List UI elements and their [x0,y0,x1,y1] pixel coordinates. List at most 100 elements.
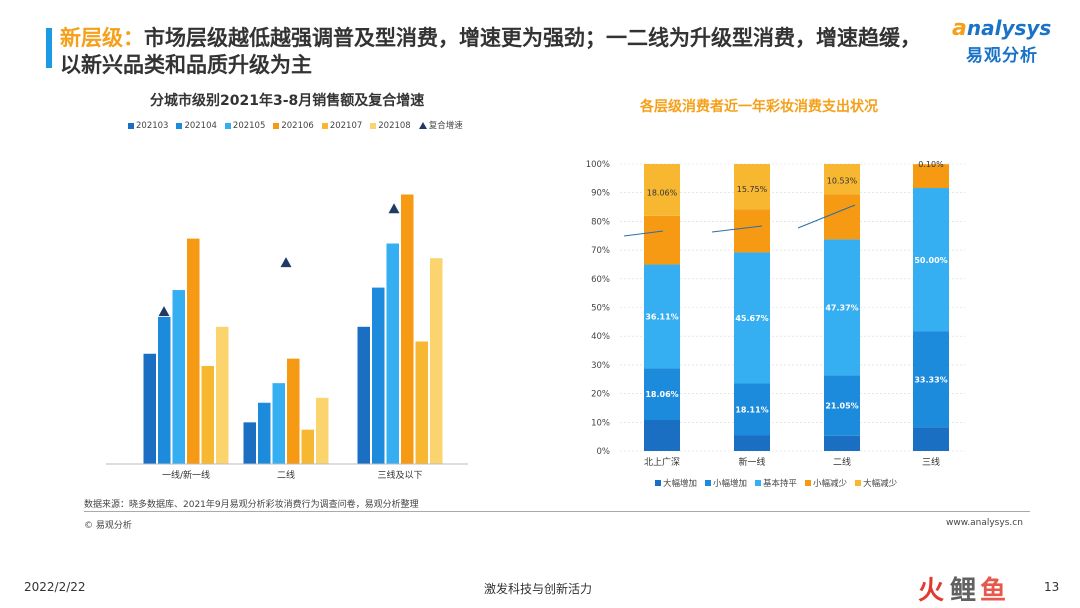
analysys-logo: analysys 易观分析 [952,16,1062,72]
legend-swatch [224,122,231,129]
bar-202107-0 [201,366,214,464]
logo-text-cn: 易观分析 [966,46,1038,66]
trend-line [623,230,664,237]
right-chart-title: 各层级消费者近一年彩妆消费支出状况 [640,99,878,115]
legend-swatch [855,480,862,486]
y-tick-label: 50% [591,304,610,314]
legend-swatch [273,122,280,129]
website-url: www.analysys.cn [946,518,1023,528]
stack-大幅增加-1 [734,435,770,451]
report-date: 2022/2/22 [24,580,86,594]
data-label: 18.11% [735,406,768,415]
svg-text:鲤: 鲤 [950,576,976,606]
legend-item-202108: 202108 [370,120,411,131]
stack-大幅减少-1 [734,164,770,210]
title-text: 市场层级越低越强调普及型消费，增速更为强劲；一二线为升级型消费，增速趋缓，以新兴… [60,26,921,77]
bar-202105-1 [272,383,285,464]
y-tick-label: 0% [597,447,611,457]
stack-基本持平-3 [913,188,949,332]
legend-label: 202107 [329,120,363,131]
legend-item-基本持平: 基本持平 [755,477,797,489]
legend-label: 202105 [232,120,266,131]
bar-202103-2 [357,326,370,464]
bar-202108-0 [216,326,229,464]
legend-item-大幅减少: 大幅减少 [855,477,897,489]
stack-小幅减少-3 [913,164,949,189]
right-stacked-bar-chart: 0% 10% 20% 30% 40% 50% 60% 70% 80% 90% 100% 北上广深 新一线… [586,160,965,468]
bar-202106-0 [187,238,200,464]
stack-小幅增加-1 [734,383,770,436]
bar-202108-1 [316,397,329,464]
y-tick-label: 20% [591,390,610,400]
bar-202104-0 [158,317,171,464]
bar-202106-2 [401,194,414,464]
x-tick-label: 二线 [833,456,851,468]
stack-大幅减少-0 [644,164,680,216]
stack-小幅减少-1 [734,209,770,253]
x-tick-label: 三线 [922,456,940,468]
bar-202106-1 [287,358,300,464]
legend-swatch [128,122,134,129]
data-label: 50.00% [914,256,947,265]
data-label: 15.75% [737,185,768,194]
cagr-marker-2 [388,203,400,214]
y-tick-label: 30% [591,361,610,371]
legend-item-cagr: 复合增速 [418,119,463,131]
legend-item-小幅减少: 小幅减少 [805,477,847,489]
legend-item-大幅增加: 大幅增加 [655,477,697,489]
y-tick-label: 10% [591,418,610,428]
stack-基本持平-2 [824,239,860,376]
stack-小幅增加-2 [824,375,860,436]
legend-swatch [370,122,377,129]
y-tick-label: 100% [586,160,610,170]
stack-小幅减少-2 [824,194,860,240]
data-label: 47.37% [825,303,858,312]
data-label: 18.06% [645,390,678,399]
legend-label: 基本持平 [763,479,798,489]
legend-label: 202104 [184,120,217,131]
right-chart-legend: 大幅增加 小幅增加 基本持平 小幅减少 大幅减少 [655,477,905,489]
y-tick-label: 70% [591,246,610,256]
legend-swatch [655,480,661,486]
x-tick-label: 新一线 [738,456,765,468]
left-chart-title: 分城市级别2021年3-8月销售额及复合增速 [150,93,425,109]
legend-label: 202108 [378,120,411,131]
stack-大幅增加-3 [913,427,949,451]
legend-triangle-icon [418,121,427,129]
watermark-logo: 火 鲤 鱼 [918,576,1006,606]
legend-label: 小幅减少 [813,479,848,489]
stack-小幅增加-0 [644,368,680,421]
legend-item-202104: 202104 [176,120,217,131]
y-tick-label: 80% [591,217,610,227]
data-label: 45.67% [735,314,768,323]
svg-text:火: 火 [918,576,946,606]
x-tick-label: 二线 [277,469,295,481]
data-label: 36.11% [645,312,678,321]
cagr-marker-1 [280,257,292,268]
title-highlight: 新层级： [60,26,144,50]
trend-line [711,225,763,233]
footer-divider [84,511,1030,512]
left-chart-legend: 202103 202104 202105 202106 202107 202108 复合增速 [128,119,471,132]
data-label: 10.53% [827,177,858,186]
svg-text:鱼: 鱼 [980,576,1006,606]
bar-202108-2 [430,258,443,464]
page-title: 新层级：市场层级越低越强调普及型消费，增速更为强劲；一二线为升级型消费，增速趋缓… [60,25,940,79]
data-label: 33.33% [914,375,947,384]
x-tick-label: 一线/新一线 [162,469,210,481]
legend-item-202107: 202107 [321,120,363,131]
y-tick-label: 60% [591,275,610,285]
y-tick-label: 40% [591,332,610,342]
legend-item-202106: 202106 [273,120,314,131]
legend-item-202105: 202105 [224,120,266,131]
data-label: 18.06% [647,189,678,198]
data-label: 0.10% [918,160,944,169]
legend-item-小幅增加: 小幅增加 [705,477,747,489]
legend-label: 大幅增加 [663,479,698,489]
legend-label: 202106 [281,120,314,131]
legend-label: 小幅增加 [713,479,748,489]
legend-item-202103: 202103 [128,121,168,131]
page-number: 13 [1044,580,1060,594]
bar-202107-1 [301,429,314,464]
bar-202105-2 [386,243,399,464]
